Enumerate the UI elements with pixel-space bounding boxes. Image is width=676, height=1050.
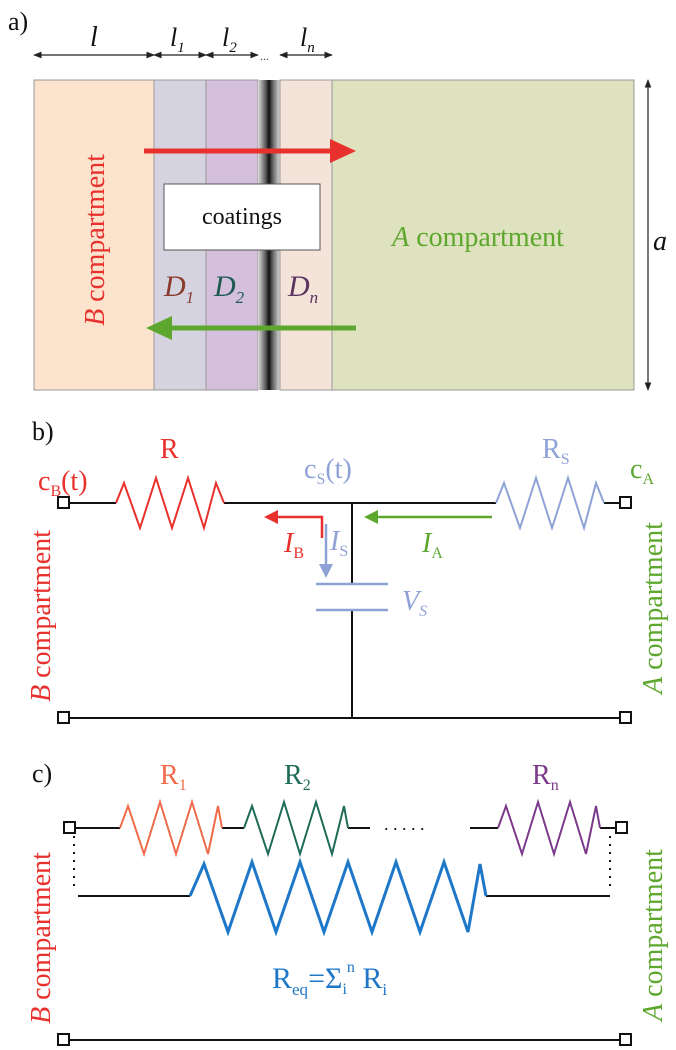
b-compartment-region [33,79,155,391]
dimension-arrows [33,51,652,391]
resistor-r2 [243,798,349,858]
panel-c-label: c) [32,759,52,788]
current-ia-arrow [364,510,492,524]
terminals-c [57,821,632,1046]
flux-arrow-to-b [146,316,356,340]
resistor-req [188,857,488,937]
rs-label: RS [542,434,570,468]
panel-a: a) ... l l1 l2 ln a coatings [8,7,667,391]
panel-a-label: a) [8,7,28,36]
resistor-rn [497,798,601,858]
panel-b: b) [26,417,669,724]
dots-dimension: ... [260,49,269,63]
vs-label: VS [402,586,427,620]
a-compartment-label-b: A compartment [638,522,669,696]
is-label: IS [329,526,348,560]
ia-label: IA [421,528,443,562]
req-formula: Req=Σin Ri [272,959,387,999]
r1-label: R1 [160,760,187,794]
a-compartment-label: A compartment [390,222,564,253]
circuit-wires-c [64,827,624,1041]
cs-label: cS(t) [304,454,352,488]
circuit-wires [64,502,624,719]
resistor-r [115,474,225,532]
ca-label: cA [630,454,654,488]
resistor-r1 [119,798,223,858]
panel-b-label: b) [32,417,54,446]
dim-l2: l2 [222,23,237,56]
dim-a: a [653,226,667,257]
ib-label: IB [283,528,304,562]
terminals [57,496,632,724]
cb-label: cB(t) [38,466,88,500]
dim-ln: ln [300,23,315,56]
current-ib-arrow [264,510,324,538]
coatings-label: coatings [202,204,282,230]
current-is-arrow [319,524,333,578]
series-dots: . . . . . [384,814,425,834]
rn-label: Rn [532,760,559,794]
d2-label: D2 [213,270,245,307]
a-compartment-label-c: A compartment [638,849,669,1023]
r2-label: R2 [284,760,311,794]
dn-label: Dn [287,270,318,307]
flux-arrow-to-a [144,139,356,163]
capacitor-vs [316,582,388,612]
r-label: R [160,434,179,465]
b-compartment-label-c: B compartment [26,852,57,1024]
b-compartment-label-b: B compartment [26,530,57,702]
resistor-rs [495,474,605,532]
a-compartment-region [331,79,635,391]
b-compartment-label: B compartment [80,154,111,326]
dim-l1: l1 [170,23,185,56]
d1-label: D1 [163,270,194,307]
dotted-connectors [73,836,611,892]
dim-l: l [90,22,98,53]
panel-c: c) . . . . . R [26,759,669,1046]
coatings-box [163,183,321,251]
